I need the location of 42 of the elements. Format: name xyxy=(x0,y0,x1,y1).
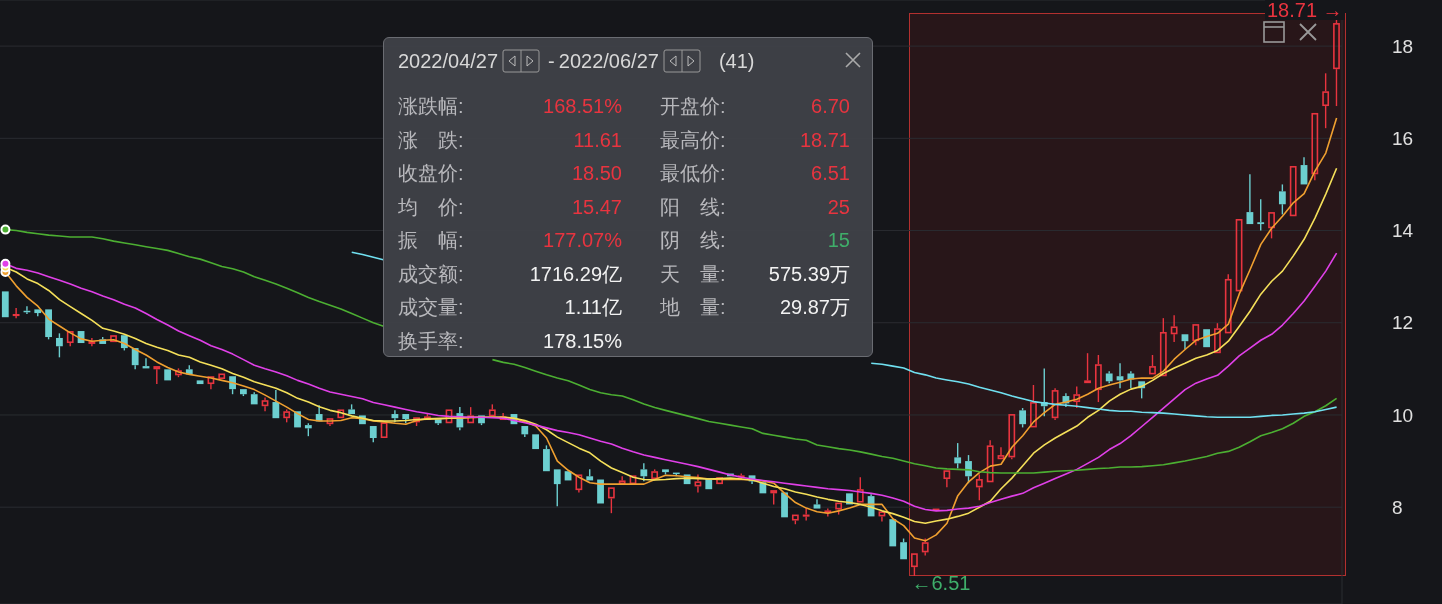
annotation: 最高价: xyxy=(660,127,726,153)
annotation: 收盘价: xyxy=(398,161,464,186)
annotation: 18.71 xyxy=(799,127,850,153)
annotation: 6.70 xyxy=(811,94,850,119)
annotation: 168.51% xyxy=(543,94,622,119)
annotation: 18.71 → xyxy=(1264,0,1345,21)
y-tick-label: 18 xyxy=(1392,35,1414,57)
y-tick-label: 10 xyxy=(1392,404,1414,426)
annotation: ←6.51 xyxy=(911,571,971,594)
annotation: 开盘价: xyxy=(660,94,726,119)
annotation: 换手率: xyxy=(398,328,464,354)
annotation: 最低价: xyxy=(660,161,726,186)
annotation: 成交额: xyxy=(398,261,464,287)
annotation: 成交量: xyxy=(398,295,464,320)
y-tick-label: 16 xyxy=(1392,128,1414,150)
annotation: 1.11亿 xyxy=(564,295,622,320)
annotation: (41) xyxy=(718,49,755,73)
annotation: 178.15% xyxy=(543,328,622,354)
annotation: 6.51 xyxy=(811,161,850,186)
annotation: 25 xyxy=(827,194,850,220)
annotation: 2022/04/27 xyxy=(398,49,499,73)
annotation: 575.39万 xyxy=(768,261,850,287)
annotation: 177.07% xyxy=(543,228,622,253)
annotation: 1716.29亿 xyxy=(529,261,622,287)
annotation: - xyxy=(548,49,555,73)
annotation: 地 量: xyxy=(660,295,726,320)
annotation: 2022/06/27 xyxy=(558,49,659,73)
annotation: 18.50 xyxy=(571,161,622,186)
y-tick-label: 8 xyxy=(1392,496,1403,518)
annotation: 阳 线: xyxy=(660,194,726,220)
annotation: 涨跌幅: xyxy=(398,94,464,119)
annotation: 29.87万 xyxy=(779,295,850,320)
y-tick-label: 14 xyxy=(1392,220,1414,242)
annotation: 11.61 xyxy=(573,127,622,153)
annotation: 涨 跌: xyxy=(398,127,464,153)
annotation: 天 量: xyxy=(660,261,726,287)
annotation: 15.47 xyxy=(571,194,622,220)
annotation: 振 幅: xyxy=(398,228,464,253)
annotation: 均 价: xyxy=(398,194,464,220)
annotation: 15 xyxy=(827,228,850,253)
y-tick-label: 12 xyxy=(1392,312,1414,334)
annotation: 阴 线: xyxy=(660,228,726,253)
